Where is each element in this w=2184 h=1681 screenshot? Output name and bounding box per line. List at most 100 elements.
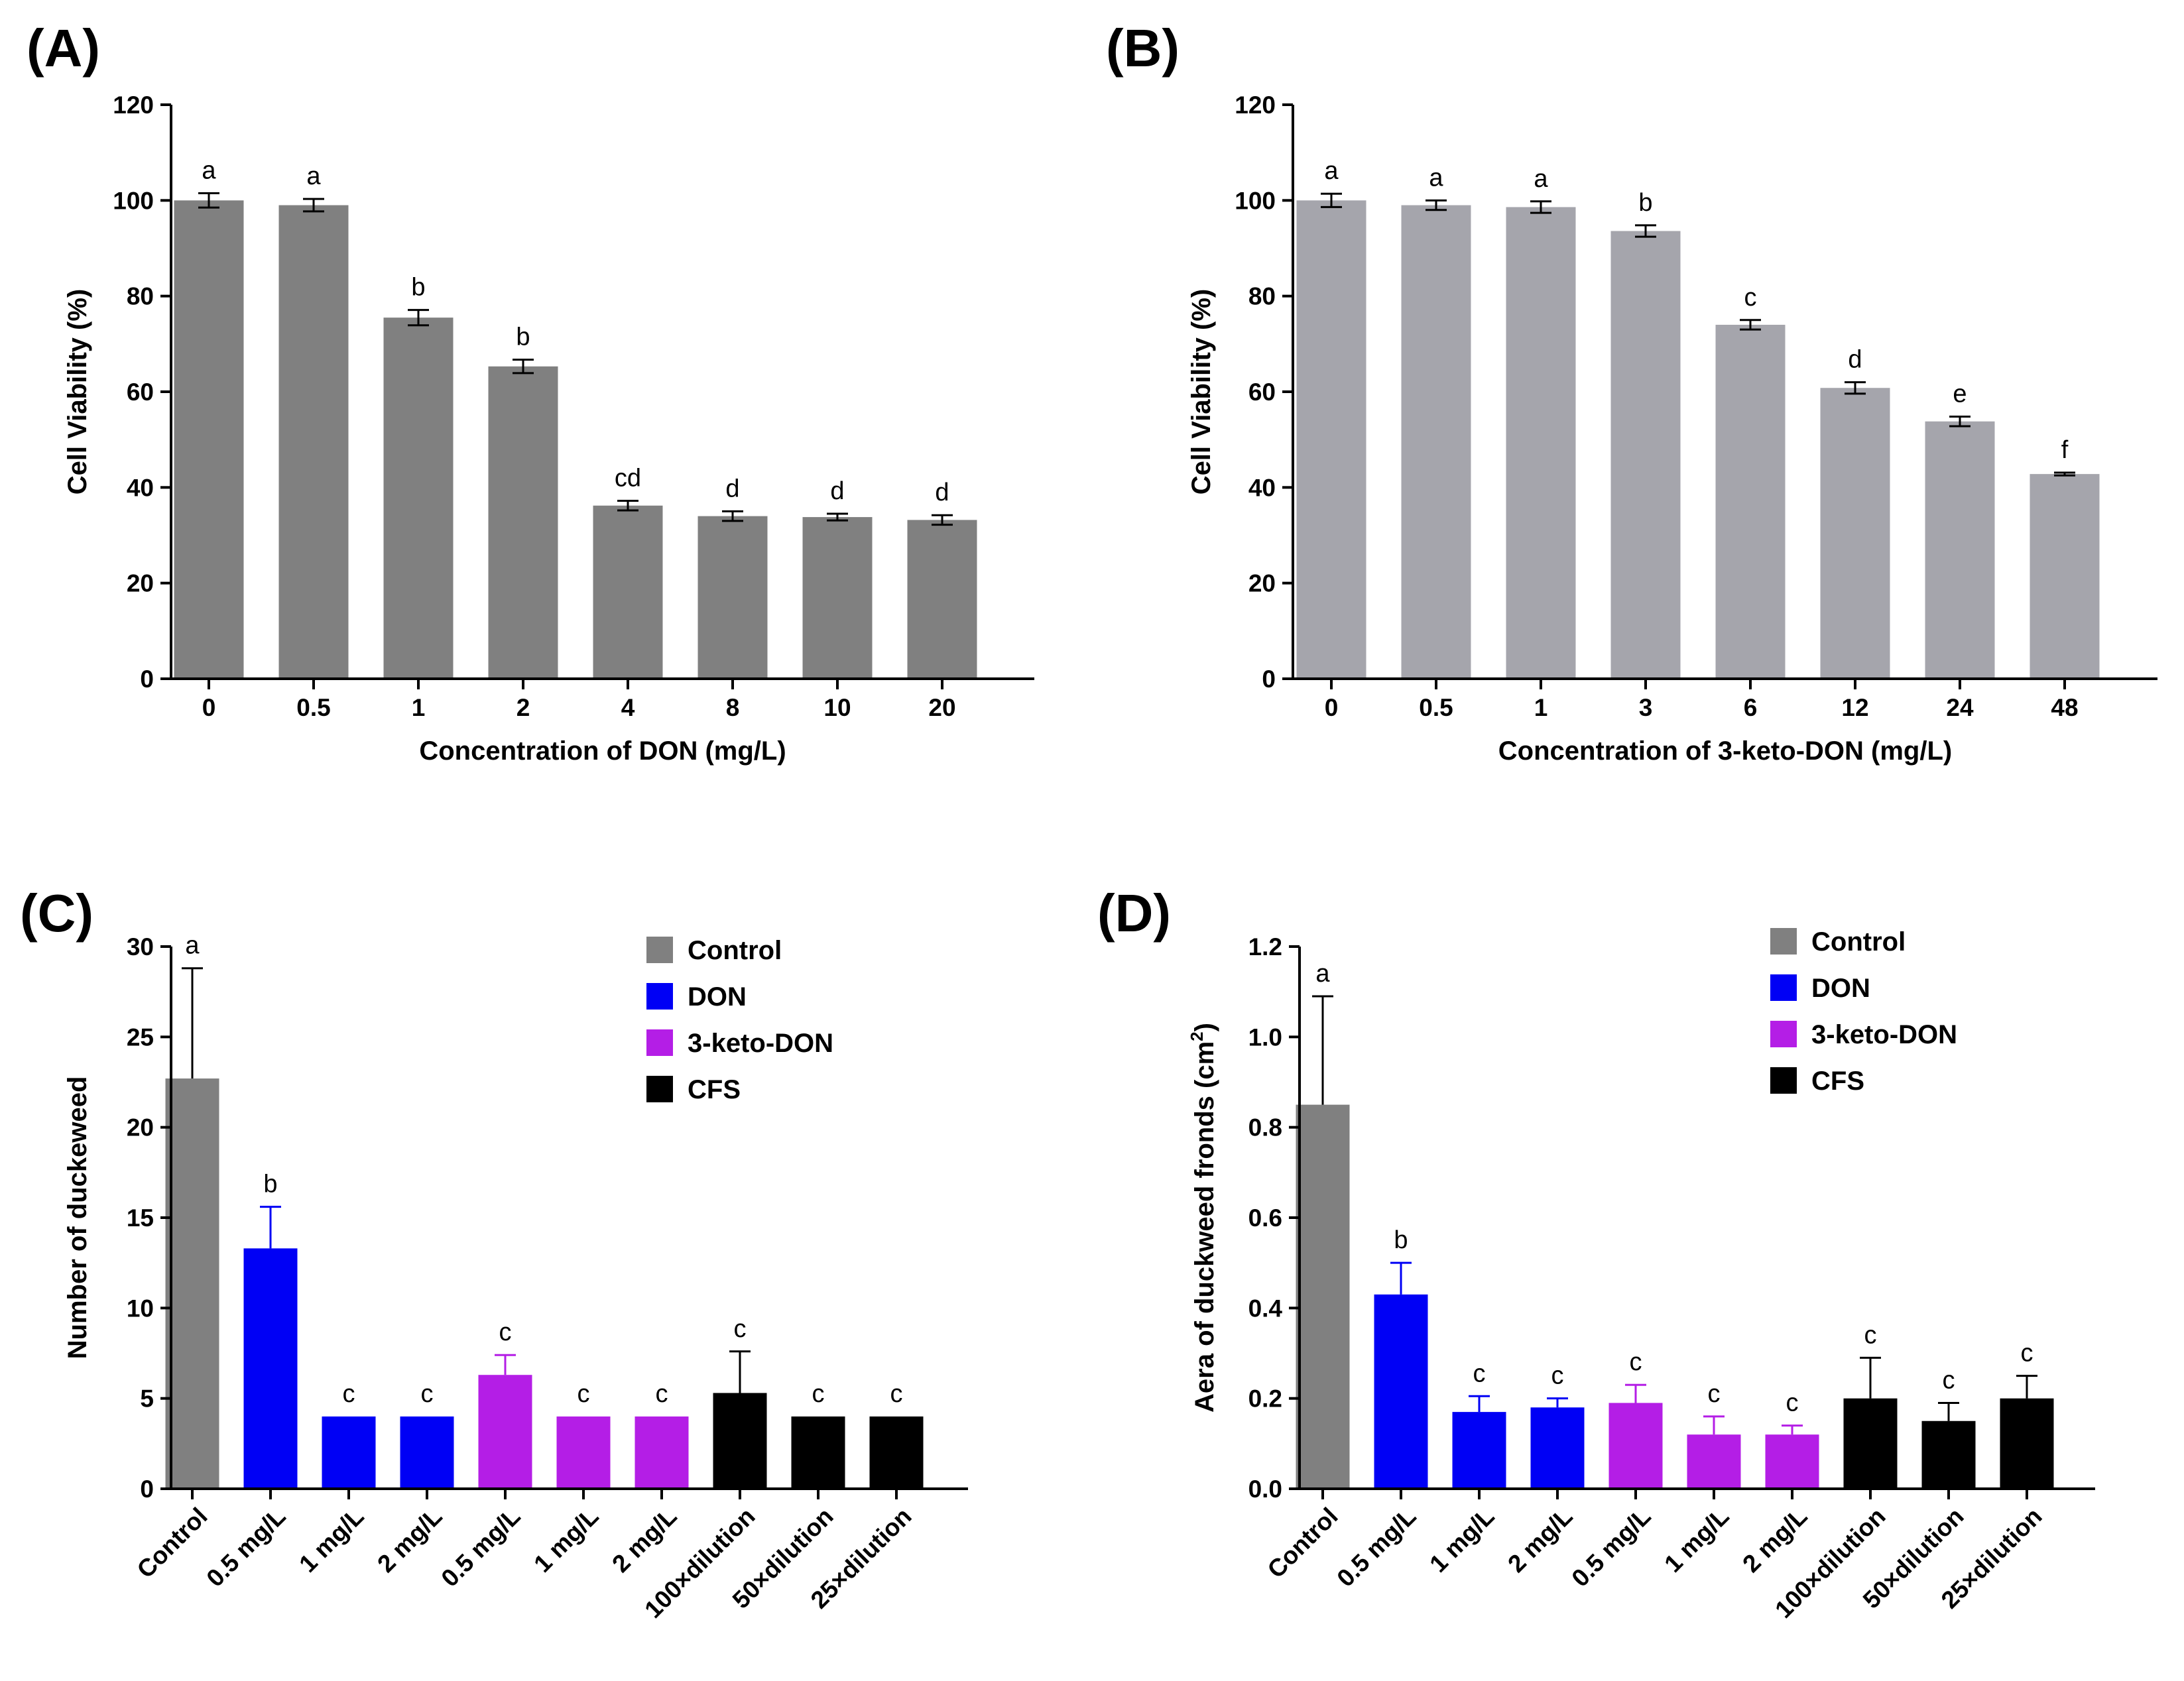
significance-label: c xyxy=(1708,1380,1721,1408)
bar xyxy=(400,1416,454,1489)
y-tick-label: 0.4 xyxy=(1248,1295,1283,1322)
legend-swatch xyxy=(1770,1021,1797,1047)
y-axis-title: Aera of duckweed fronds (cm2) xyxy=(1187,1023,1219,1413)
y-tick-label: 20 xyxy=(127,570,154,597)
bar xyxy=(869,1416,924,1489)
significance-label: c xyxy=(1473,1360,1486,1387)
x-tick-label: 0.5 xyxy=(1419,694,1453,721)
y-axis-title-superscript: 2 xyxy=(1187,1031,1207,1041)
bar xyxy=(1765,1434,1819,1489)
significance-label: d xyxy=(725,475,739,502)
significance-label: f xyxy=(2061,436,2069,464)
bar xyxy=(278,205,349,679)
significance-label: b xyxy=(1394,1226,1408,1254)
y-tick-label: 60 xyxy=(1248,378,1276,406)
legend-swatch xyxy=(1770,1067,1797,1094)
bar xyxy=(593,505,663,679)
legend-label: 3-keto-DON xyxy=(1811,1020,1957,1049)
legend-label: Control xyxy=(688,936,782,965)
bar xyxy=(1687,1434,1741,1489)
x-tick-label: 0 xyxy=(202,694,216,721)
bar xyxy=(1296,200,1366,679)
x-tick-label: 20 xyxy=(928,694,955,721)
y-tick-label: 1.0 xyxy=(1248,1023,1282,1051)
y-axis-title: Cell Viability (%) xyxy=(1187,289,1216,494)
legend-label: Control xyxy=(1811,927,1906,956)
bar xyxy=(1608,1403,1663,1489)
y-tick-label: 80 xyxy=(127,283,154,310)
significance-label: c xyxy=(1864,1321,1877,1349)
y-axis-title: Number of duckeweed xyxy=(63,1076,92,1360)
x-tick-label: 12 xyxy=(1841,694,1868,721)
panel-D: (D) a b c c c c c c c c 0.0 0.2 0.4 0.6 0.8 1.0 1.2 Contro… xyxy=(1097,884,2095,1623)
legend-swatch xyxy=(646,1029,673,1056)
significance-label: d xyxy=(935,479,949,506)
panel-label: (A) xyxy=(27,19,100,78)
bar xyxy=(1374,1294,1428,1489)
bar xyxy=(1820,388,1890,679)
y-tick-label: 30 xyxy=(127,933,154,960)
y-tick-label: 40 xyxy=(127,474,154,501)
bar xyxy=(1296,1104,1350,1489)
legend-swatch xyxy=(646,937,673,963)
legend-label: CFS xyxy=(688,1075,741,1104)
significance-label: c xyxy=(1551,1362,1564,1390)
bar xyxy=(2000,1398,2054,1489)
y-tick-label: 15 xyxy=(127,1204,154,1232)
panel-B: (B) a a a b c d e f 0 20 40 60 80 100 120 0 0.5 1 3 6 12 24 48 C… xyxy=(1106,19,2157,766)
x-tick-label: 2 mg/L xyxy=(1737,1503,1812,1578)
y-tick-label: 60 xyxy=(127,378,154,406)
y-tick-label: 20 xyxy=(127,1114,154,1141)
x-tick-label: 48 xyxy=(2051,694,2078,721)
y-tick-label: 10 xyxy=(127,1295,154,1322)
significance-label: c xyxy=(421,1380,434,1408)
bar xyxy=(1530,1407,1585,1489)
bar xyxy=(488,366,558,679)
significance-label: cd xyxy=(615,465,641,493)
legend-swatch xyxy=(1770,928,1797,955)
x-tick-label: 2 mg/L xyxy=(607,1503,682,1578)
panel-A: (A) a a b b cd d d d 0 20 40 60 80 100 120 0 0.5 1 2 4 8 10 20 C… xyxy=(27,19,1034,766)
bar xyxy=(802,517,873,679)
bar xyxy=(1921,1420,1976,1489)
y-axis-title-end: ) xyxy=(1190,1023,1219,1031)
bar xyxy=(1843,1398,1898,1489)
y-tick-label: 40 xyxy=(1248,474,1276,501)
bar xyxy=(791,1416,845,1489)
bar xyxy=(478,1375,532,1489)
significance-label: e xyxy=(1953,380,1967,408)
x-axis-title: Concentration of DON (mg/L) xyxy=(419,736,786,766)
significance-label: c xyxy=(812,1380,825,1408)
x-tick-label: 1 mg/L xyxy=(528,1503,603,1578)
y-tick-label: 0 xyxy=(140,666,154,693)
x-tick-label: 2 mg/L xyxy=(372,1503,447,1578)
significance-label: d xyxy=(830,477,844,505)
significance-label: b xyxy=(411,274,425,302)
y-tick-label: 0 xyxy=(140,1476,154,1503)
bar xyxy=(2030,474,2100,679)
x-tick-label: 2 xyxy=(516,694,530,721)
bar xyxy=(1401,205,1471,679)
bar xyxy=(322,1416,376,1489)
bar xyxy=(907,520,977,679)
x-tick-label: Control xyxy=(1262,1503,1343,1584)
legend-swatch xyxy=(646,983,673,1010)
legend-label: 3-keto-DON xyxy=(688,1029,833,1058)
panel-label: (C) xyxy=(20,884,93,943)
x-tick-label: 6 xyxy=(1744,694,1758,721)
y-tick-label: 100 xyxy=(1235,187,1276,214)
significance-label: c xyxy=(577,1380,590,1408)
y-tick-label: 0.8 xyxy=(1248,1114,1282,1141)
significance-label: a xyxy=(185,932,200,960)
bar xyxy=(243,1248,298,1489)
x-tick-label: 0.5 mg/L xyxy=(1332,1503,1422,1592)
x-tick-label: 10 xyxy=(823,694,851,721)
bar xyxy=(698,516,768,679)
bar xyxy=(556,1416,611,1489)
x-tick-label: 1 mg/L xyxy=(1424,1503,1499,1578)
x-tick-label: 1 xyxy=(412,694,426,721)
y-tick-label: 120 xyxy=(1235,91,1276,119)
bar xyxy=(1506,207,1576,679)
significance-label: c xyxy=(890,1380,903,1408)
